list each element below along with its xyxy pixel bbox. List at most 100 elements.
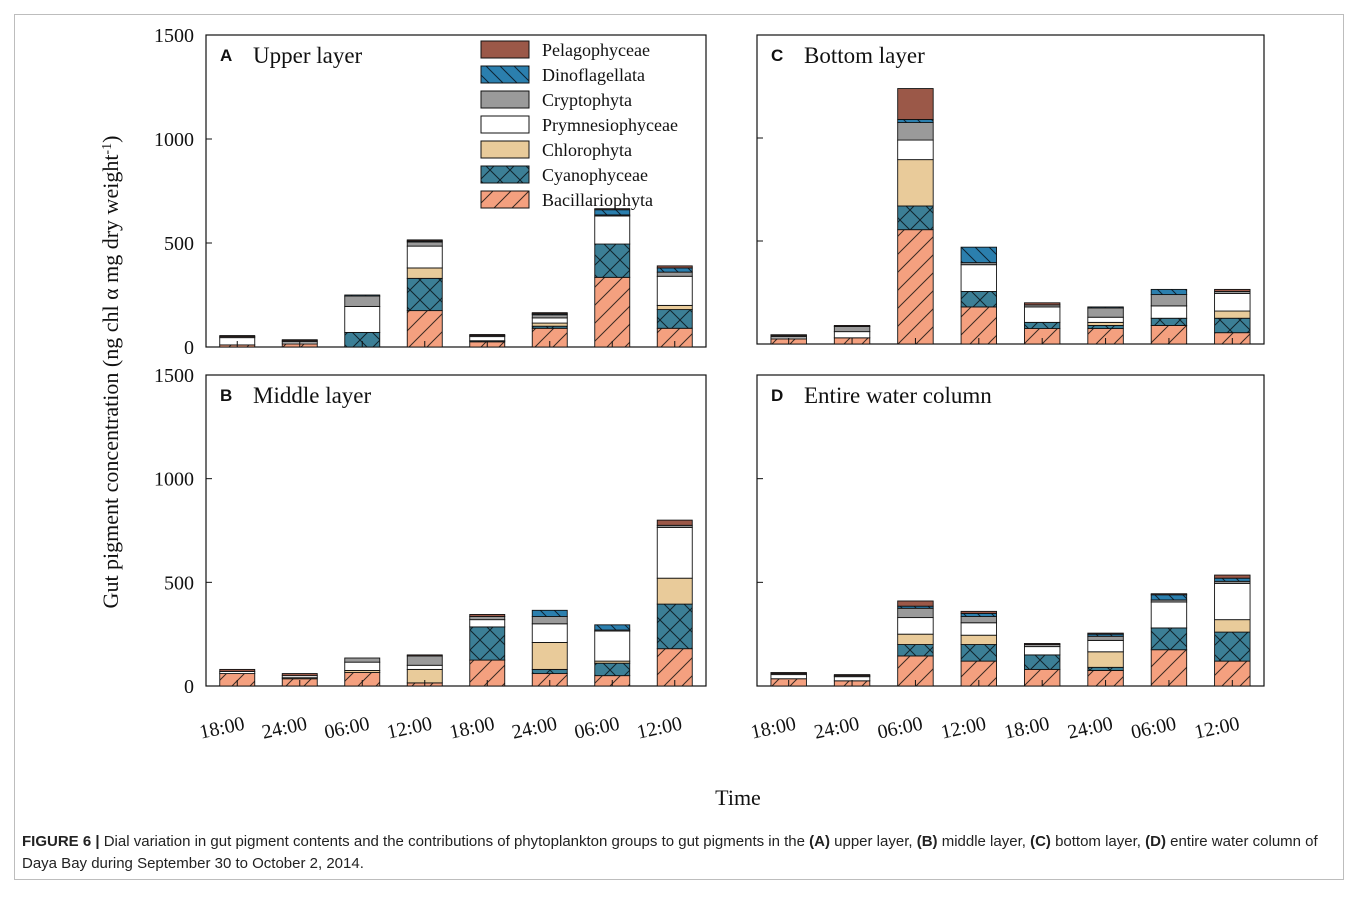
bar-segment-dinoflagellata — [656, 267, 693, 273]
bar-segment-pelagophyceae — [897, 88, 934, 120]
bar-segment-prymnesiophyceae — [656, 275, 693, 306]
legend-swatch-pelagophyceae — [480, 40, 530, 59]
bar-segment-chlorophyta — [531, 642, 568, 670]
x-tick-label: 12:00 — [385, 713, 434, 744]
bar-segment-pelagophyceae — [656, 265, 693, 269]
bar-segment-pelagophyceae — [531, 312, 568, 315]
x-tick-label: 06:00 — [322, 713, 371, 744]
bar-segment-pelagophyceae — [833, 325, 871, 327]
y-tick-label: 1000 — [154, 469, 194, 491]
panel-b: 0 500 1000 1500 B Middle layer 18:00 24:00 06:00… — [154, 365, 707, 744]
x-tick-label: 24:00 — [260, 713, 309, 744]
bar-segment-dinoflagellata — [1087, 306, 1124, 309]
legend-swatch-dinoflagellata — [480, 65, 530, 84]
x-tick-label: 24:00 — [1066, 713, 1115, 744]
x-axis-label: Time — [715, 785, 761, 810]
bar-segment-prymnesiophyceae — [531, 623, 568, 643]
bar-segment-cyanophyceae — [1150, 627, 1188, 651]
bar-segment-pelagophyceae — [833, 674, 871, 677]
panel-a: 0 500 1000 1500 A Upper layer Pelagophyceae Din… — [154, 25, 707, 359]
bar-segment-dinoflagellata — [960, 612, 998, 617]
bar-segment-prymnesiophyceae — [469, 619, 506, 628]
bar-segment-prymnesiophyceae — [344, 661, 381, 671]
bar-segment-chlorophyta — [656, 304, 693, 311]
bar-segment-bacillariophyta — [1150, 649, 1188, 687]
plot-frame — [205, 374, 707, 687]
bar-segment-bacillariophyta — [960, 306, 998, 345]
panel-c: C Bottom layer — [756, 34, 1265, 345]
y-tick-label: 500 — [164, 572, 194, 594]
legend: Pelagophyceae Dinoflagellata Cryptophyta Pr… — [480, 40, 678, 210]
x-tick-label: 06:00 — [876, 713, 925, 744]
bar-segment-cyanophyceae — [594, 662, 631, 677]
bar-segment-pelagophyceae — [1214, 574, 1251, 579]
x-tick-label: 12:00 — [939, 713, 988, 744]
x-tick-label: 18:00 — [447, 713, 496, 744]
y-tick-label: 0 — [184, 676, 194, 698]
panel-letter: A — [220, 46, 232, 65]
bar-segment-prymnesiophyceae — [531, 317, 568, 324]
bar-segment-cyanophyceae — [960, 291, 998, 308]
bar-segment-prymnesiophyceae — [406, 664, 443, 670]
bar-segment-prymnesiophyceae — [833, 331, 871, 339]
bar-segment-bacillariophyta — [656, 648, 693, 687]
bar-segment-prymnesiophyceae — [1214, 582, 1251, 621]
bar-segment-pelagophyceae — [1023, 643, 1061, 645]
legend-label-prymnesiophyceae: Prymnesiophyceae — [542, 115, 678, 135]
bar-segment-pelagophyceae — [406, 654, 443, 657]
bar-segment-cryptophyta — [344, 295, 381, 307]
legend-label-dinoflagellata: Dinoflagellata — [542, 65, 645, 85]
bar-segment-pelagophyceae — [469, 614, 506, 617]
bar-segment-prymnesiophyceae — [594, 215, 631, 245]
legend-swatch-cryptophyta — [480, 90, 530, 109]
bar-segment-cryptophyta — [406, 655, 443, 666]
bar-segment-pelagophyceae — [897, 600, 934, 607]
bar-segment-prymnesiophyceae — [406, 245, 443, 269]
x-tick-label: 18:00 — [197, 713, 246, 744]
legend-label-chlorophyta: Chlorophyta — [542, 140, 632, 160]
bar-segment-prymnesiophyceae — [656, 526, 693, 579]
legend-label-cryptophyta: Cryptophyta — [542, 90, 632, 110]
plot-frame — [205, 34, 707, 348]
bar-segment-chlorophyta — [960, 634, 998, 645]
y-tick-label: 1000 — [154, 129, 194, 151]
bar-segment-dinoflagellata — [897, 119, 934, 123]
bar-segment-cryptophyta — [897, 607, 934, 619]
bar-segment-bacillariophyta — [594, 276, 631, 348]
bar-segment-chlorophyta — [897, 633, 934, 645]
bar-segment-cryptophyta — [1087, 635, 1124, 641]
bar-segment-prymnesiophyceae — [1087, 316, 1124, 323]
bar-segment-dinoflagellata — [594, 624, 631, 631]
bar-segment-cryptophyta — [1150, 294, 1188, 307]
figure-frame — [14, 14, 1344, 880]
legend-swatch-prymnesiophyceae — [480, 115, 530, 134]
bar-segment-pelagophyceae — [594, 208, 631, 211]
bar-segment-chlorophyta — [531, 322, 568, 327]
x-tick-label: 12:00 — [1192, 713, 1241, 744]
caption-ref-a: (A) — [809, 833, 830, 850]
bar-segment-cryptophyta — [531, 616, 568, 625]
panel-letter: D — [771, 386, 783, 405]
caption-text-3: middle layer, — [937, 833, 1031, 850]
bar-segment-prymnesiophyceae — [344, 305, 381, 333]
panel-title: Bottom layer — [804, 43, 925, 68]
bar-segment-chlorophyta — [897, 159, 934, 207]
x-tick-label: 06:00 — [1129, 713, 1178, 744]
bar-segment-prymnesiophyceae — [1023, 306, 1061, 323]
bar-segment-chlorophyta — [406, 267, 443, 279]
bar-segment-dinoflagellata — [1214, 577, 1251, 582]
bar-segment-cyanophyceae — [406, 277, 443, 312]
bar-segment-pelagophyceae — [1023, 302, 1061, 306]
bar-segment-cryptophyta — [1087, 307, 1124, 318]
bar-segment-cyanophyceae — [897, 644, 934, 657]
bar-segment-bacillariophyta — [897, 229, 934, 345]
bar-segment-dinoflagellata — [960, 246, 998, 264]
bar-segment-prymnesiophyceae — [1150, 305, 1188, 319]
caption-text-5: entire water column of Daya Bay during S… — [22, 833, 1318, 872]
panel-title: Middle layer — [253, 383, 371, 408]
bar-segment-pelagophyceae — [656, 519, 693, 526]
x-tick-label: 06:00 — [572, 713, 621, 744]
bar-segment-pelagophyceae — [1214, 288, 1251, 292]
bar-segment-cyanophyceae — [1214, 631, 1251, 662]
panel-letter: B — [220, 386, 232, 405]
